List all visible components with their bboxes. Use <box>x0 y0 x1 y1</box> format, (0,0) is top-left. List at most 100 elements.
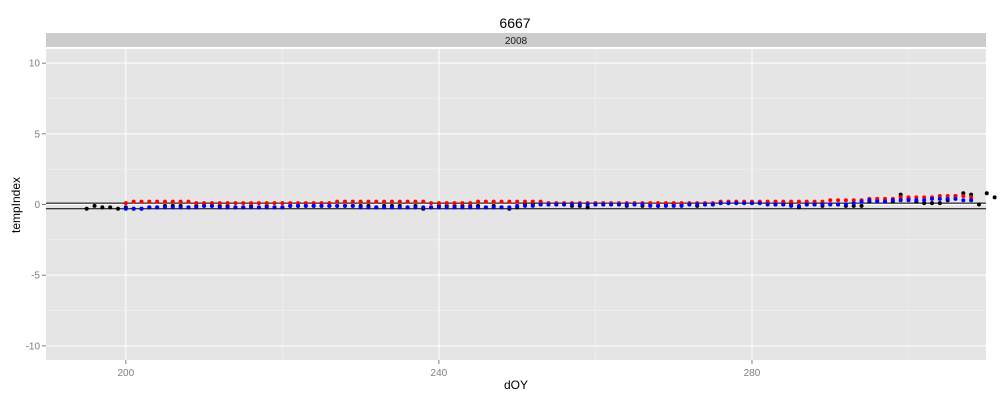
data-point-series-1 <box>296 201 301 206</box>
data-point-series-2 <box>569 202 574 207</box>
data-point-series-2 <box>875 199 880 204</box>
y-axis-title: tempIndex <box>9 177 23 233</box>
data-point-series-2 <box>436 205 441 210</box>
data-point-series-0 <box>922 201 927 206</box>
data-point-series-1 <box>875 196 880 201</box>
data-point-series-0 <box>976 202 981 207</box>
data-point-series-2 <box>742 201 747 206</box>
data-point-series-2 <box>350 203 355 208</box>
data-point-series-1 <box>421 199 426 204</box>
data-point-series-2 <box>272 205 277 210</box>
data-point-series-0 <box>898 192 903 197</box>
data-point-series-2 <box>155 205 160 210</box>
data-point-series-0 <box>116 206 121 211</box>
data-point-series-2 <box>249 205 254 210</box>
data-point-series-1 <box>139 199 144 204</box>
data-point-series-2 <box>663 203 668 208</box>
data-point-series-2 <box>405 205 410 210</box>
data-point-series-2 <box>452 205 457 210</box>
data-point-series-1 <box>162 199 167 204</box>
data-point-series-2 <box>194 205 199 210</box>
data-point-series-2 <box>726 201 731 206</box>
data-point-series-1 <box>241 201 246 206</box>
data-point-series-1 <box>953 194 958 199</box>
data-point-series-1 <box>468 201 473 206</box>
data-point-series-1 <box>405 199 410 204</box>
data-point-series-2 <box>679 203 684 208</box>
data-point-series-1 <box>217 201 222 206</box>
data-point-series-2 <box>311 203 316 208</box>
data-point-series-2 <box>264 205 269 210</box>
data-point-series-2 <box>296 203 301 208</box>
data-point-series-1 <box>906 195 911 200</box>
data-point-series-1 <box>961 194 966 199</box>
data-point-series-2 <box>843 202 848 207</box>
data-point-series-1 <box>202 201 207 206</box>
data-point-series-2 <box>577 202 582 207</box>
data-point-series-2 <box>929 196 934 201</box>
data-point-series-2 <box>202 203 207 208</box>
data-point-series-0 <box>851 203 856 208</box>
data-point-series-2 <box>335 203 340 208</box>
data-point-series-2 <box>280 205 285 210</box>
data-point-series-2 <box>812 202 817 207</box>
data-point-series-1 <box>342 199 347 204</box>
data-point-series-2 <box>789 203 794 208</box>
data-point-series-0 <box>929 201 934 206</box>
data-point-series-2 <box>781 202 786 207</box>
data-point-series-2 <box>718 201 723 206</box>
data-point-series-1 <box>765 199 770 204</box>
data-point-series-2 <box>969 198 974 203</box>
data-point-series-2 <box>413 205 418 210</box>
data-point-series-1 <box>264 201 269 206</box>
data-point-series-2 <box>609 202 614 207</box>
data-point-series-1 <box>303 201 308 206</box>
y-tick-label: -10 <box>26 341 41 352</box>
y-tick-label: -5 <box>31 271 40 282</box>
y-axis-ticks: -10 -5 0 5 10 <box>26 59 46 352</box>
data-point-series-0 <box>992 195 997 200</box>
data-point-series-1 <box>937 194 942 199</box>
data-point-series-2 <box>515 203 520 208</box>
x-axis-title: dOY <box>504 378 528 392</box>
data-point-series-0 <box>108 205 113 210</box>
data-point-series-1 <box>922 195 927 200</box>
data-point-series-1 <box>374 199 379 204</box>
data-point-series-1 <box>249 201 254 206</box>
data-point-series-1 <box>225 201 230 206</box>
data-point-series-1 <box>812 199 817 204</box>
data-point-series-1 <box>663 201 668 206</box>
data-point-series-2 <box>530 203 535 208</box>
data-point-series-1 <box>820 199 825 204</box>
data-point-series-2 <box>507 205 512 210</box>
data-point-series-2 <box>804 202 809 207</box>
data-point-series-2 <box>123 206 128 211</box>
data-point-series-1 <box>350 199 355 204</box>
data-point-series-2 <box>382 205 387 210</box>
data-point-series-1 <box>382 199 387 204</box>
data-point-series-2 <box>828 202 833 207</box>
data-point-series-2 <box>483 205 488 210</box>
data-point-series-2 <box>632 202 637 207</box>
data-point-series-1 <box>883 196 888 201</box>
data-point-series-2 <box>851 201 856 206</box>
data-point-series-1 <box>444 201 449 206</box>
data-point-series-2 <box>859 199 864 204</box>
data-point-series-2 <box>444 205 449 210</box>
data-point-series-2 <box>499 205 504 210</box>
data-point-series-2 <box>914 198 919 203</box>
y-tick-label: 0 <box>34 200 40 211</box>
data-point-series-1 <box>436 201 441 206</box>
data-point-series-2 <box>397 205 402 210</box>
data-point-series-2 <box>898 198 903 203</box>
data-point-series-2 <box>429 205 434 210</box>
data-point-series-1 <box>773 199 778 204</box>
data-point-series-2 <box>468 205 473 210</box>
data-point-series-1 <box>194 201 199 206</box>
data-point-series-2 <box>389 205 394 210</box>
y-tick-label: 10 <box>29 59 41 70</box>
data-point-series-0 <box>969 192 974 197</box>
data-point-series-2 <box>523 203 528 208</box>
data-point-series-0 <box>984 191 989 196</box>
data-point-series-1 <box>914 195 919 200</box>
